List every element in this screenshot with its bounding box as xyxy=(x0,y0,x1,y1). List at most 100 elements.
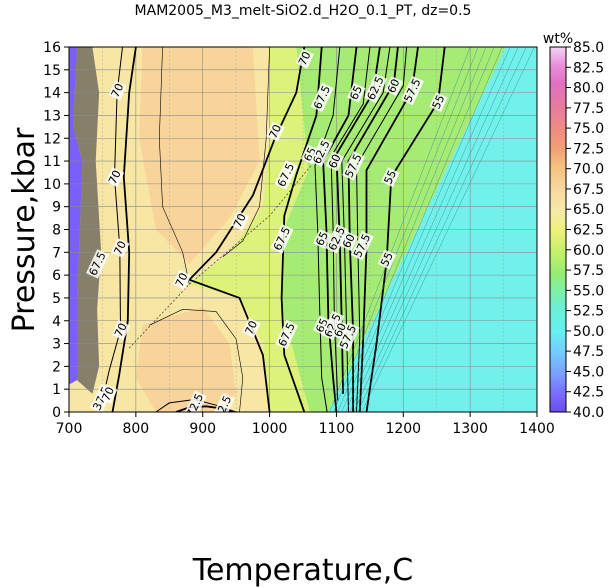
contour-label-bg xyxy=(108,80,127,101)
colorbar-tick-label: 55.0 xyxy=(573,283,604,299)
contour-label: 70 xyxy=(111,320,131,341)
contour-label-text: 55 xyxy=(430,93,448,111)
contour-label-bg xyxy=(295,48,315,69)
contour-label-bg xyxy=(266,121,285,142)
contour-line xyxy=(111,47,137,412)
contour-label-text: 70 xyxy=(243,319,261,337)
colorbar-tick-label: 77.5 xyxy=(573,101,604,117)
contour-label-bg xyxy=(325,151,345,172)
contour-label-text: 70 xyxy=(112,321,130,339)
y-tick-label: 16 xyxy=(43,40,61,56)
contour-label-text: 70 xyxy=(109,81,127,99)
contour-label: 55 xyxy=(377,249,397,270)
colorbar-tick-label: 50.0 xyxy=(573,324,604,340)
colorbar-tick-label: 60.0 xyxy=(573,243,604,259)
contour-label-text: 55 xyxy=(378,250,396,268)
contour-line xyxy=(158,47,190,285)
x-tick-label: 1000 xyxy=(252,421,288,437)
contour-label-bg xyxy=(321,310,345,341)
contour-label-bg xyxy=(242,317,261,338)
colorbar-tick-label: 42.5 xyxy=(573,385,604,401)
y-tick-label: 0 xyxy=(52,405,61,421)
contour-label-bg xyxy=(381,167,400,188)
colorbar-tick-label: 47.5 xyxy=(573,344,604,360)
y-tick-label: 15 xyxy=(43,63,61,79)
colorbar-tick-label: 80.0 xyxy=(573,81,604,97)
contour-label: 65 xyxy=(312,228,332,249)
contour-label: 70 xyxy=(242,317,261,338)
contour-label-bg xyxy=(350,230,374,261)
contour-label-bg xyxy=(172,269,192,290)
contour-label-bg xyxy=(86,249,110,279)
contour-label-text: 70 xyxy=(173,271,191,289)
contour-line-faint xyxy=(341,47,495,412)
colorbar-tick-label: 70.0 xyxy=(573,162,604,178)
contour-label: 55 xyxy=(429,92,448,113)
colorbar-tick-label: 85.0 xyxy=(573,40,604,56)
contour-label-bg xyxy=(312,228,332,249)
y-axis-title: Pressure,kbar xyxy=(7,127,42,332)
x-tick-label: 900 xyxy=(189,421,216,437)
contour-label: 60 xyxy=(325,151,345,172)
contour-label-text: 65 xyxy=(313,230,331,248)
contour-line-faint xyxy=(361,47,535,412)
contour-label-bg xyxy=(211,392,235,412)
contour-label-bg xyxy=(364,73,388,104)
y-tick-label: 14 xyxy=(43,86,61,102)
colorbar-tick-label: 62.5 xyxy=(573,223,604,239)
contour-label: 70 xyxy=(172,269,192,290)
y-tick-label: 10 xyxy=(43,177,61,193)
field-region-peach-lower xyxy=(135,307,237,412)
contour-line-faint xyxy=(329,47,471,412)
y-tick-label: 13 xyxy=(43,108,61,124)
contour-label: 70 xyxy=(98,384,118,405)
contour-label-bg xyxy=(342,151,366,181)
contour-label-bg xyxy=(275,319,299,350)
contour-label-text: 65 xyxy=(347,84,365,102)
contour-label-bg xyxy=(346,82,366,103)
contour-label-bg xyxy=(98,384,118,405)
y-tick-label: 6 xyxy=(52,268,61,284)
contour-line xyxy=(347,47,399,412)
contour-label-bg xyxy=(429,92,448,113)
colorbar-tick-label: 57.5 xyxy=(573,263,604,279)
contour-label-bg xyxy=(110,238,130,259)
x-axis-title: Temperature,C xyxy=(192,553,414,587)
contour-label: 60 xyxy=(384,76,404,97)
contour-label: 70 xyxy=(295,48,315,69)
contour-label-text: 60 xyxy=(385,77,403,95)
x-tick-label: 1200 xyxy=(385,421,421,437)
contour-label: 65 xyxy=(346,82,366,103)
contour-label-bg xyxy=(377,249,397,270)
colorbar: wt% 40.0 42.5 45.0 47.5 50.0 52.5 55.0 57.5 60.0… xyxy=(543,31,604,421)
colorbar-tick-label: 40.0 xyxy=(573,405,604,421)
phase-boundary-line xyxy=(128,165,312,349)
contour-label-bg xyxy=(400,75,424,106)
contour-label: 70 xyxy=(108,80,127,101)
contour-line-faint xyxy=(353,47,519,412)
contour-label: 70 xyxy=(266,121,285,142)
contour-label-bg xyxy=(105,167,125,188)
field-region-peach-upper xyxy=(139,47,260,264)
y-tick-label: 2 xyxy=(52,359,61,375)
contour-label-text: 70 xyxy=(267,123,285,141)
x-tick-label: 1100 xyxy=(319,421,355,437)
colorbar-tick-label: 75.0 xyxy=(573,121,604,137)
contour-label-bg xyxy=(274,160,298,190)
contour-label-bg xyxy=(339,231,359,252)
y-tick-label: 1 xyxy=(52,382,61,398)
contour-label-bg xyxy=(325,224,349,254)
colorbar-tick-label: 45.0 xyxy=(573,364,604,380)
chart-title: MAM2005_M3_melt-SiO2.d_H2O_0.1_PT, dz=0.… xyxy=(135,3,472,19)
contour-label-text: 55 xyxy=(382,168,400,186)
contour-label-bg xyxy=(230,210,250,231)
contour-label-text: 70 xyxy=(231,212,249,230)
colorbar-tick-label: 72.5 xyxy=(573,141,604,157)
colorbar-tick-label: 65.0 xyxy=(573,202,604,218)
contour-label-text: 70 xyxy=(106,168,124,186)
contour-line xyxy=(280,47,323,412)
x-tick-label: 800 xyxy=(122,421,149,437)
y-tick-label: 5 xyxy=(52,291,61,307)
